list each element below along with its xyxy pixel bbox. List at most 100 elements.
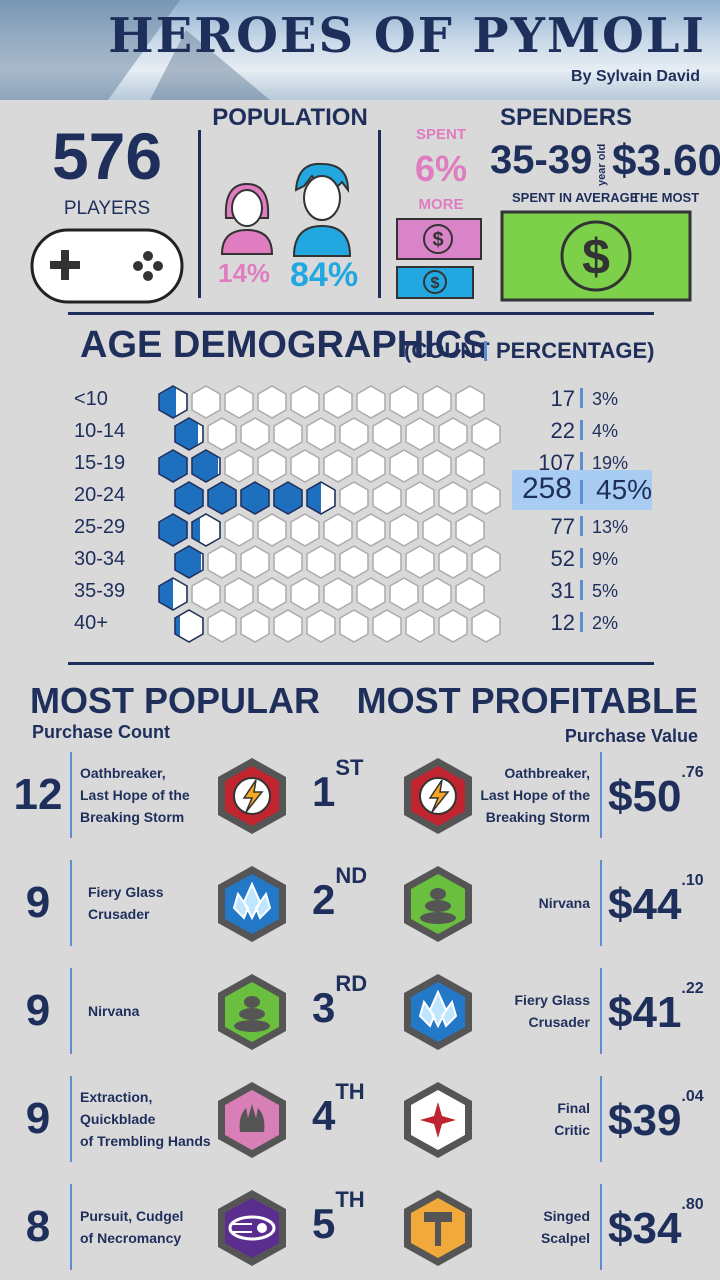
profitable-value: $44.10 xyxy=(608,872,704,930)
age-divider xyxy=(580,420,583,440)
age-hex xyxy=(191,385,221,419)
age-label: 35-39 xyxy=(74,580,126,602)
age-hex xyxy=(405,609,435,643)
most-profitable-title: MOST PROFITABLE xyxy=(356,680,698,721)
rank-ordinal: 1ST xyxy=(312,755,363,816)
spent-average-caption: SPENT IN AVERAGE xyxy=(512,190,639,205)
profitable-item-name: Nirvana xyxy=(440,892,590,914)
age-hex xyxy=(323,577,353,611)
rank-ordinal: 4TH xyxy=(312,1079,365,1140)
ordinal-suffix: TH xyxy=(335,1079,365,1104)
age-hex xyxy=(224,577,254,611)
age-hex xyxy=(257,513,287,547)
age-percent: 19% xyxy=(592,453,629,473)
profitable-item-name: Singed Scalpel xyxy=(440,1205,590,1249)
age-count: 77 xyxy=(550,514,575,539)
hammer-icon xyxy=(404,1190,472,1266)
age-hex xyxy=(158,513,188,547)
age-subtitle-percentage: PERCENTAGE) xyxy=(496,338,655,363)
ordinal-suffix: ND xyxy=(335,863,368,888)
age-hex xyxy=(306,417,336,451)
age-hex xyxy=(273,417,303,451)
popular-item-name: Fiery Glass Crusader xyxy=(80,881,216,925)
age-hex xyxy=(240,481,270,515)
name-line: Last Hope of the xyxy=(480,787,590,803)
ordinal-suffix: TH xyxy=(335,1187,365,1212)
age-hex xyxy=(438,609,468,643)
comet-icon xyxy=(218,1190,286,1266)
age-subtitle-count: (COUNT xyxy=(404,338,490,363)
age-hex-row xyxy=(174,481,501,515)
popular-count: 9 xyxy=(25,986,51,1035)
more-label: MORE xyxy=(418,196,464,213)
name-line: Fiery Glass xyxy=(88,884,164,900)
age-hex xyxy=(207,609,237,643)
age-percent: 9% xyxy=(592,549,619,569)
age-hex xyxy=(273,545,303,579)
age-count: 12 xyxy=(550,610,575,635)
price-cents: .22 xyxy=(681,980,704,998)
name-line: Last Hope of the xyxy=(80,787,190,803)
popular-count: 8 xyxy=(25,1202,51,1251)
age-hex xyxy=(290,577,320,611)
age-hex xyxy=(174,481,204,515)
divider-line xyxy=(600,860,602,946)
age-hex xyxy=(389,513,419,547)
age-hex xyxy=(422,385,452,419)
gamepad-icon xyxy=(30,228,184,304)
age-percent: 13% xyxy=(592,517,629,537)
players-label: PLAYERS xyxy=(63,198,151,219)
age-percent: 45% xyxy=(596,474,653,505)
age-hex-row xyxy=(174,417,501,451)
name-line: Quickblade xyxy=(80,1111,156,1127)
age-hex-row xyxy=(158,513,485,547)
age-hex xyxy=(455,385,485,419)
price-cents: .10 xyxy=(681,872,704,890)
price-dollars: $41 xyxy=(608,988,682,1037)
age-hex xyxy=(471,609,501,643)
most-profitable-subtitle: Purchase Value xyxy=(564,726,698,746)
age-hex xyxy=(372,609,402,643)
name-line: Oathbreaker, xyxy=(504,765,590,781)
age-hex xyxy=(257,577,287,611)
age-count: 22 xyxy=(550,418,575,443)
name-line: Crusader xyxy=(528,1014,590,1030)
age-hex xyxy=(290,385,320,419)
age-hex-row xyxy=(158,449,485,483)
divider-line xyxy=(70,968,72,1054)
age-hex xyxy=(455,577,485,611)
crystal-icon xyxy=(218,866,286,942)
ordinal-number: 4 xyxy=(312,1092,336,1139)
most-popular-title: MOST POPULAR xyxy=(30,680,321,721)
age-label: 30-34 xyxy=(74,548,126,570)
age-hex xyxy=(323,513,353,547)
age-count: 31 xyxy=(550,578,575,603)
divider xyxy=(378,130,381,298)
ordinal-number: 2 xyxy=(312,876,336,923)
the-most-caption: THE MOST xyxy=(632,190,700,205)
price-dollars: $44 xyxy=(608,880,682,929)
age-hex xyxy=(372,545,402,579)
age-hex xyxy=(422,513,452,547)
name-line: Nirvana xyxy=(538,895,590,911)
svg-text:$: $ xyxy=(582,229,610,285)
age-hex xyxy=(273,609,303,643)
age-hex xyxy=(405,545,435,579)
age-hex xyxy=(207,545,237,579)
name-line: Pursuit, Cudgel xyxy=(80,1208,184,1224)
age-hex xyxy=(191,577,221,611)
age-hex xyxy=(224,385,254,419)
age-hex xyxy=(405,417,435,451)
age-divider xyxy=(580,516,583,536)
flame-icon xyxy=(218,1082,286,1158)
popular-item-name: Pursuit, Cudgel of Necromancy xyxy=(80,1205,216,1249)
divider-line xyxy=(70,860,72,946)
age-hex xyxy=(240,609,270,643)
age-hex xyxy=(405,481,435,515)
age-hex xyxy=(207,481,237,515)
spent-label: SPENT xyxy=(415,126,466,143)
ordinal-suffix: ST xyxy=(335,755,364,780)
age-hex xyxy=(438,481,468,515)
spent-more-percent: 6% xyxy=(414,148,468,189)
male-percent: 84% xyxy=(290,256,359,294)
